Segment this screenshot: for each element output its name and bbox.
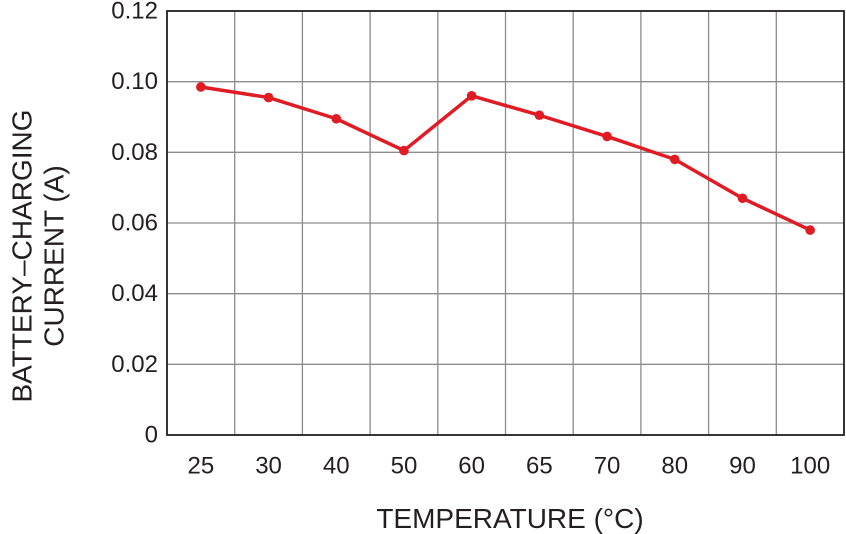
data-point [602, 131, 612, 142]
x-tick-label: 50 [391, 453, 418, 480]
x-tick-label: 30 [255, 453, 282, 480]
y-tick-label: 0.08 [111, 139, 158, 166]
x-tick-label: 65 [526, 453, 553, 480]
x-tick-label: 40 [323, 453, 350, 480]
y-tick-label: 0 [145, 422, 158, 449]
y-tick-label: 0.02 [111, 351, 158, 378]
x-tick-label: 25 [187, 453, 214, 480]
data-point [737, 193, 748, 204]
data-point [331, 113, 342, 124]
x-tick-label: 60 [458, 453, 485, 480]
x-tick-label: 90 [729, 453, 756, 480]
data-point [466, 91, 477, 101]
data-point [534, 110, 545, 121]
data-point [263, 92, 274, 103]
x-tick-label: 80 [661, 453, 688, 480]
y-tick-label: 0.10 [111, 68, 158, 95]
y-tick-label: 0.04 [111, 280, 158, 307]
data-point [805, 225, 815, 235]
x-tick-label: 100 [790, 453, 830, 480]
x-tick-label: 70 [594, 453, 621, 480]
data-point [399, 145, 409, 156]
y-axis-title-line-1: BATTERY–CHARGING [7, 109, 38, 402]
series-line [200, 85, 811, 232]
y-axis-title: BATTERY–CHARGING CURRENT (A) [7, 109, 70, 402]
y-axis-title-line-2: CURRENT (A) [39, 165, 70, 346]
plot-border [166, 10, 845, 436]
x-axis-title: TEMPERATURE (°C) [376, 503, 643, 534]
plot-frame [166, 10, 845, 436]
y-tick-label: 0.12 [111, 0, 158, 25]
y-tick-label: 0.06 [111, 210, 158, 237]
x-axis-ticks: 25 30 40 50 60 65 70 80 90 100 [187, 453, 830, 480]
grid [167, 11, 844, 435]
data-point [196, 82, 206, 92]
data-series [196, 82, 815, 235]
y-axis-ticks: 0 0.02 0.04 0.06 0.08 0.10 0.12 [111, 0, 158, 449]
data-point [669, 154, 680, 165]
